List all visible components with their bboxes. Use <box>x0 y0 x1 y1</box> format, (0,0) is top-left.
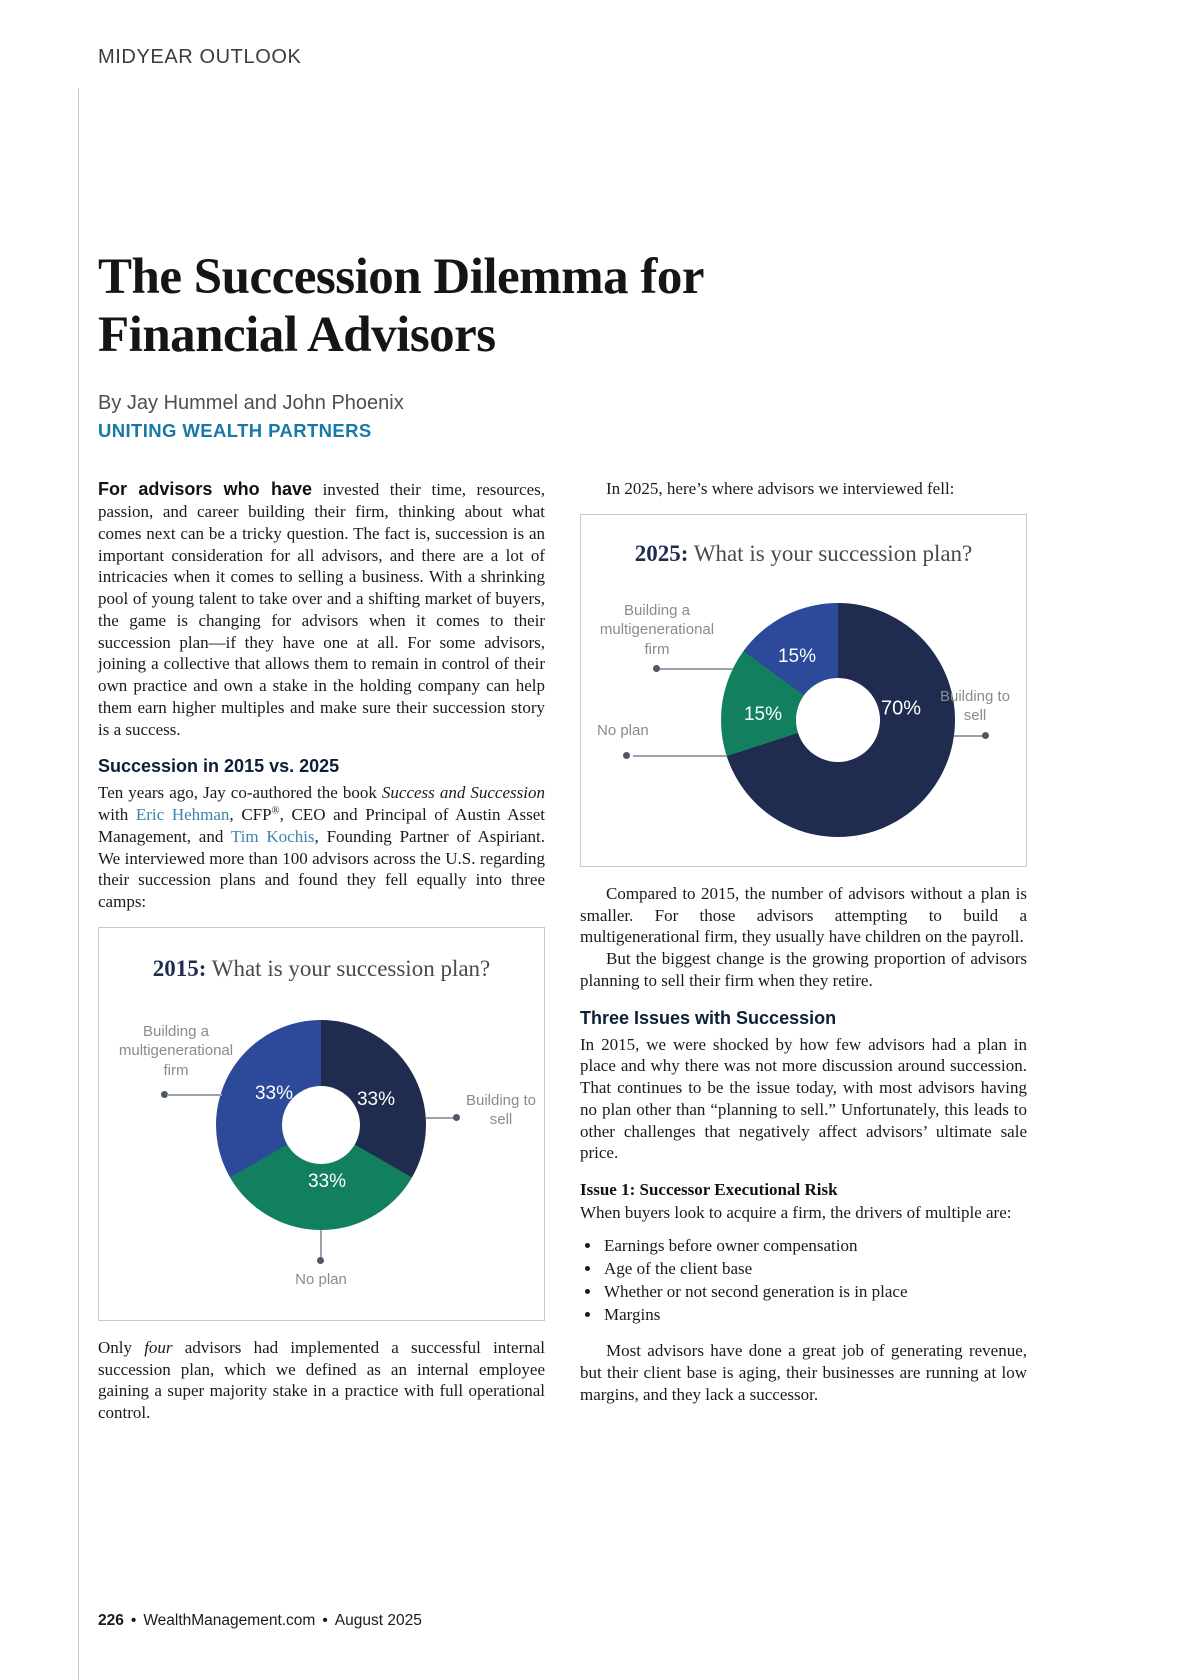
chart-2025-title: 2025: What is your succession plan? <box>581 541 1026 567</box>
label-multigenerational-2025: Building a multigenerational firm <box>599 601 715 658</box>
book-title: Success and Succession <box>381 783 545 803</box>
shocked-paragraph: In 2015, we were shocked by how few advi… <box>580 1034 1027 1163</box>
leader-dot <box>317 1256 324 1264</box>
pct-building-to-sell-2015: 33% <box>356 1088 396 1110</box>
byline: By Jay Hummel and John Phoenix <box>98 392 404 414</box>
pct-multigenerational-2015: 33% <box>254 1082 294 1104</box>
pct-multigenerational-2025: 15% <box>777 645 817 667</box>
leader-dot <box>653 664 660 672</box>
article-title-line2: Financial Advisors <box>98 306 496 363</box>
leader-line <box>660 667 733 670</box>
label-no-plan-2015: No plan <box>295 1270 347 1288</box>
label-building-to-sell-2015: Building to sell <box>465 1091 537 1129</box>
pct-no-plan-2015: 33% <box>307 1170 347 1192</box>
footer-separator: • <box>130 1612 137 1629</box>
history-paragraph: Ten years ago, Jay co-authored the book … <box>98 782 545 913</box>
list-item: Whether or not second generation is in p… <box>602 1280 1027 1303</box>
pct-no-plan-2025: 15% <box>743 703 783 725</box>
link-eric-hehman[interactable]: Eric Hehman <box>135 805 230 825</box>
leader-dot <box>161 1090 168 1098</box>
chart-2015-year: 2015: <box>152 955 207 981</box>
intro-text: invested their time, resources, passion,… <box>98 480 545 739</box>
chart-2025-question: What is your succession plan? <box>693 540 973 566</box>
biggest-change-paragraph: But the biggest change is the growing pr… <box>580 949 1027 990</box>
intro-lead-in: For advisors who have <box>98 479 313 499</box>
intro-2025-line: In 2025, here’s where advisors we interv… <box>606 479 955 498</box>
most-advisors-paragraph: Most advisors have done a great job of g… <box>580 1341 1027 1404</box>
only-four-a: Only <box>98 1337 145 1357</box>
only-four-em: four <box>144 1337 173 1357</box>
section-heading-succession: Succession in 2015 vs. 2025 <box>98 756 340 777</box>
donut-hole <box>796 677 880 762</box>
compared-paragraph: Compared to 2015, the number of advisors… <box>580 883 1027 947</box>
only-four-paragraph: Only four advisors had implemented a suc… <box>98 1337 545 1424</box>
leader-dot <box>623 751 630 759</box>
issue-date: August 2025 <box>334 1612 422 1629</box>
footer-separator: • <box>322 1612 328 1629</box>
leader-line <box>954 734 984 737</box>
left-rule <box>78 88 79 1680</box>
leader-line <box>167 1093 222 1096</box>
label-building-to-sell-2025: Building to sell <box>939 687 1011 725</box>
article-body: For advisors who have invested their tim… <box>98 478 1027 1424</box>
chart-2015-title: 2015: What is your succession plan? <box>99 956 544 982</box>
history-text-a: Ten years ago, Jay co-authored the book <box>98 783 382 803</box>
chart-2025-year: 2025: <box>634 540 689 566</box>
label-no-plan-2025: No plan <box>597 721 649 739</box>
leader-line <box>633 754 727 757</box>
history-text-c: , CFP <box>229 805 272 825</box>
leader-dot <box>982 731 989 739</box>
chart-2015-question: What is your succession plan? <box>211 955 491 981</box>
left-column: For advisors who have invested their tim… <box>98 478 545 1424</box>
section-heading-three-issues: Three Issues with Succession <box>580 1007 837 1028</box>
article-title: The Succession Dilemma for Financial Advi… <box>98 249 1038 364</box>
page-footer: 226 • WealthManagement.com • August 2025 <box>98 1612 422 1630</box>
list-item: Margins <box>602 1303 1027 1326</box>
donut-chart-2025: 15% 70% 15% <box>721 602 955 837</box>
chart-2025-panel: 2025: What is your succession plan? 15% … <box>580 513 1027 867</box>
link-tim-kochis[interactable]: Tim Kochis <box>230 826 315 846</box>
leader-line <box>320 1229 322 1258</box>
only-four-b: advisors had implemented a successful in… <box>98 1337 546 1423</box>
history-text-e: , Founding Partner of Aspiriant. We inte… <box>98 826 546 912</box>
page-number: 226 <box>98 1612 124 1629</box>
list-item: Earnings before owner compensation <box>602 1234 1027 1257</box>
drivers-list: Earnings before owner compensation Age o… <box>586 1234 1027 1326</box>
pct-building-to-sell-2025: 70% <box>880 697 922 720</box>
leader-line <box>426 1116 454 1119</box>
label-multigenerational-2015: Building a multigenerational firm <box>118 1022 234 1079</box>
history-text-d: , CEO and Principal of Austin Asset Mana… <box>98 805 545 846</box>
drivers-paragraph: When buyers look to acquire a firm, the … <box>580 1203 1012 1222</box>
issue1-heading: Issue 1: Successor Executional Risk <box>580 1180 838 1199</box>
leader-dot <box>453 1113 460 1121</box>
list-item: Age of the client base <box>602 1257 1027 1280</box>
site-name: WealthManagement.com <box>143 1612 316 1629</box>
author-affiliation: UNITING WEALTH PARTNERS <box>98 420 372 441</box>
right-column: In 2025, here’s where advisors we interv… <box>580 478 1027 1424</box>
article-title-line1: The Succession Dilemma for <box>98 249 705 306</box>
section-kicker: MIDYEAR OUTLOOK <box>98 46 302 68</box>
chart-2015-panel: 2015: What is your succession plan? 33% … <box>98 926 545 1321</box>
intro-paragraph: For advisors who have invested their tim… <box>98 478 545 740</box>
history-text-b: with <box>98 805 136 825</box>
donut-hole <box>282 1085 360 1164</box>
donut-chart-2015: 33% 33% 33% <box>216 1019 426 1230</box>
registered-mark: ® <box>271 805 280 817</box>
